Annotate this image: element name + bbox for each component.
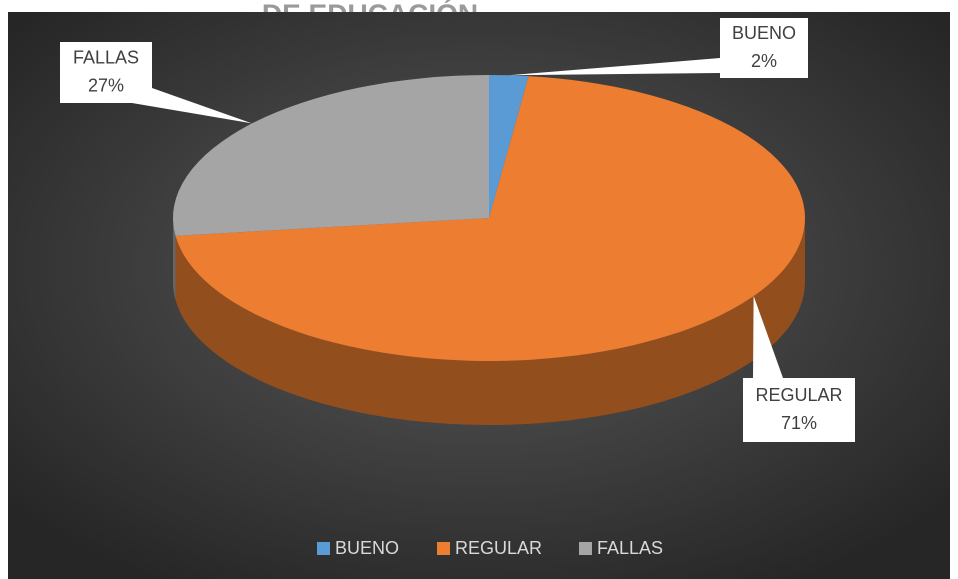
legend-swatch xyxy=(579,542,592,555)
callout-box xyxy=(743,378,855,442)
callout-pointer xyxy=(508,58,720,76)
slice xyxy=(175,76,805,361)
pie xyxy=(173,74,805,426)
slice xyxy=(173,74,489,236)
header-fragment: DE EDUCACIÓN xyxy=(262,0,478,29)
legend-swatch xyxy=(437,542,450,555)
callout-pointer xyxy=(132,88,252,124)
data-label-value: 71% xyxy=(781,413,817,433)
legend-swatch xyxy=(317,542,330,555)
data-label-name: REGULAR xyxy=(755,385,842,405)
legend: BUENO REGULAR FALLAS xyxy=(317,538,663,558)
slice-side xyxy=(175,218,805,426)
slice-side xyxy=(173,218,176,300)
data-label-name: BUENO xyxy=(732,23,796,43)
callout-box xyxy=(60,42,152,103)
legend-label: REGULAR xyxy=(455,538,542,558)
data-labels: BUENO 2% REGULAR 71% FALLAS 27% xyxy=(60,18,855,442)
data-label-value: 2% xyxy=(751,51,777,71)
callout-box xyxy=(720,18,808,78)
legend-label: BUENO xyxy=(335,538,399,558)
callout-pointer xyxy=(753,295,783,378)
data-label-name: FALLAS xyxy=(73,47,139,67)
legend-label: FALLAS xyxy=(597,538,663,558)
data-label-value: 27% xyxy=(88,75,124,95)
slice xyxy=(489,75,529,218)
